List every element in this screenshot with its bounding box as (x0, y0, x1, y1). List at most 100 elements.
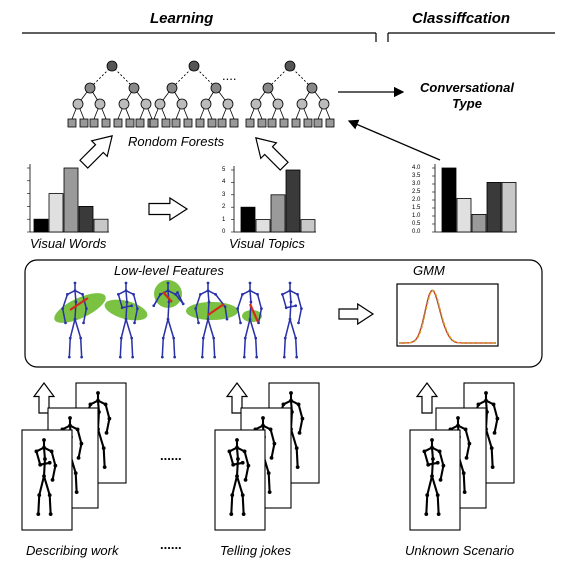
y-tick-label: 0 (222, 229, 226, 235)
tree-leaf (79, 118, 89, 128)
tree-leaf (183, 118, 193, 128)
tree-leaf (245, 118, 255, 128)
arrow-topics-to-forest (255, 137, 289, 171)
tree-node (200, 98, 212, 110)
tree-node (306, 82, 318, 94)
tree-leaf (217, 118, 227, 128)
arrow-words-to-topics (148, 196, 189, 222)
flow-arrows (32, 86, 441, 414)
arrow-features-to-gmm (338, 302, 375, 326)
bar (255, 219, 271, 233)
header-rules (22, 32, 555, 42)
bar (33, 218, 49, 233)
tree-root-node (284, 60, 296, 72)
bar (48, 193, 64, 233)
bar (300, 219, 316, 233)
y-tick-label: 3.5 (412, 173, 421, 179)
low-level-feature-skeletons (54, 280, 303, 359)
tree-node (154, 98, 166, 110)
tree-leaf (291, 118, 301, 128)
tree-leaf (279, 118, 289, 128)
tree-leaf (313, 118, 323, 128)
tree-leaf (267, 118, 277, 128)
arrow-up-right (415, 381, 439, 414)
feature-highlight (162, 291, 173, 303)
tree-node (166, 82, 178, 94)
tree-node (94, 98, 106, 110)
forest-ellipsis: .... (222, 68, 237, 83)
conversational-type-line1: Conversational (420, 80, 514, 95)
telling-jokes-label: Telling jokes (220, 543, 292, 558)
y-tick-label: 0.5 (412, 221, 421, 227)
y-tick-label: 4.0 (412, 165, 421, 171)
random-forests-label: Rondom Forests (128, 134, 225, 149)
low-level-features-label: Low-level Features (114, 263, 224, 278)
tree-node (72, 98, 84, 110)
feature-skeleton-2 (117, 281, 139, 359)
unknown-scenario-label: Unknown Scenario (405, 543, 515, 558)
bar (456, 197, 472, 233)
tree-node (262, 82, 274, 94)
frame-skeleton (422, 438, 446, 516)
tree-node (272, 98, 284, 110)
y-tick-label: 2 (222, 204, 226, 211)
learning-header: Learning (150, 10, 214, 27)
arrow-hist-to-forest (347, 119, 441, 161)
gmm-plot (396, 283, 499, 347)
tree-node (118, 98, 130, 110)
classification-header: Classiffcation (412, 10, 511, 27)
tree-node (176, 98, 188, 110)
y-tick-label: 2.0 (412, 197, 421, 203)
feature-skeleton-1 (61, 281, 88, 359)
features-panel (24, 259, 543, 368)
bar (441, 167, 457, 233)
tree-2 (149, 60, 239, 128)
arrow-words-to-forest (79, 135, 113, 169)
y-tick-label: 5 (222, 167, 226, 173)
tree-leaf (257, 118, 267, 128)
tree-1 (67, 60, 157, 128)
bar (501, 181, 517, 233)
tree-node (128, 82, 140, 94)
feature-highlight (69, 297, 89, 311)
y-tick-label: 1.5 (412, 205, 421, 211)
feature-skeleton-4 (194, 281, 229, 359)
tree-node (140, 98, 152, 110)
tree-leaf (125, 118, 135, 128)
frame (214, 429, 266, 531)
y-tick-label: 0.0 (412, 229, 421, 235)
tree-node (84, 82, 96, 94)
tree-leaf (67, 118, 77, 128)
histogram-3 (432, 164, 517, 233)
tree-leaf (303, 118, 313, 128)
conversational-type-line2: Type (452, 96, 482, 111)
tree-3 (245, 60, 335, 128)
frame (409, 429, 461, 531)
tree-leaf (101, 118, 111, 128)
bottom-ellipsis: ...... (160, 537, 182, 552)
tree-leaf (89, 118, 99, 128)
histogram-1 (27, 164, 109, 233)
y-tick-label: 4 (222, 179, 226, 186)
tree-root-node (188, 60, 200, 72)
random-forest-trees (67, 60, 335, 128)
stack-unknown-scenario (409, 382, 515, 531)
bar (471, 213, 487, 233)
feature-highlight (248, 303, 260, 323)
middle-ellipsis: ...... (160, 448, 182, 463)
feature-ellipse (54, 293, 106, 323)
tree-leaf (135, 118, 145, 128)
frame-skeleton (227, 438, 251, 516)
y-tick-label: 1 (222, 216, 226, 223)
tree-root-node (106, 60, 118, 72)
tree-leaf (229, 118, 239, 128)
y-tick-label: 3 (222, 191, 226, 198)
bar (486, 181, 502, 233)
feature-skeleton-5 (236, 281, 263, 359)
stack-telling-jokes (214, 382, 320, 531)
bar (63, 167, 79, 233)
tree-leaf (195, 118, 205, 128)
histogram-2 (231, 166, 316, 233)
bar (78, 205, 94, 233)
